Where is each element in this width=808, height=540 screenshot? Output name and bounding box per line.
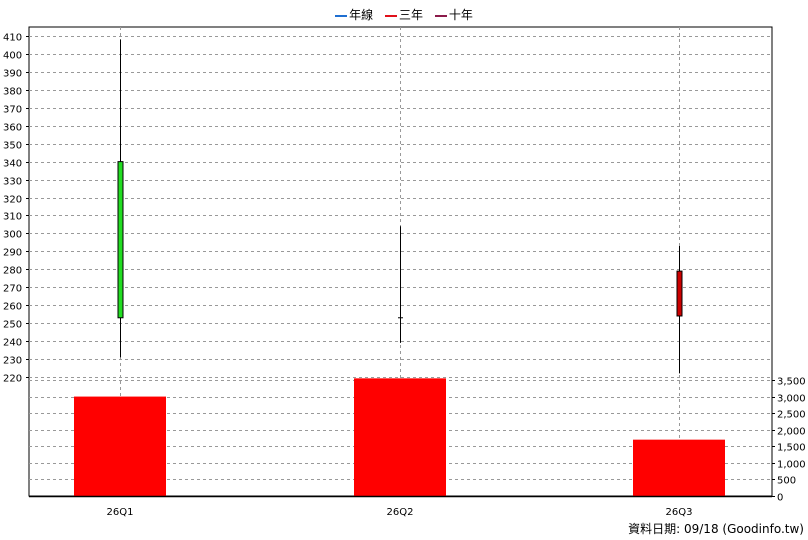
price-tick-label: 220 [3,374,22,385]
volume-bar [354,378,446,496]
volume-bar [633,439,725,496]
category-label: 26Q3 [666,507,693,518]
volume-tick-label: 1,500 [777,443,806,454]
volume-tick-label: 1,000 [777,460,806,471]
volume-tick-label: 3,500 [777,377,806,388]
category-label: 26Q1 [107,507,134,518]
legend-swatch-annual [335,14,348,17]
price-tick-label: 380 [3,87,22,98]
legend-swatch-ten-year [434,14,447,17]
candle-body [117,161,124,319]
legend-label-ten-year: 十年 [448,8,473,22]
legend-swatch-three-year [384,14,397,17]
price-tick-label: 260 [3,302,22,313]
price-tick-label: 360 [3,123,22,134]
candle-body [676,270,683,317]
category-label: 26Q2 [387,507,414,518]
volume-tick-label: 500 [777,476,796,487]
volume-tick-label: 2,500 [777,410,806,421]
price-tick-label: 390 [3,69,22,80]
price-tick-label: 240 [3,338,22,349]
volume-tick-label: 0 [777,493,783,504]
price-tick-label: 230 [3,356,22,367]
price-tick-label: 320 [3,195,22,206]
legend-item-ten-year: 十年 [434,6,473,23]
legend-item-annual: 年線 [335,6,373,23]
price-tick-label: 310 [3,212,22,223]
price-tick-label: 280 [3,266,22,277]
price-tick-label: 370 [3,105,22,116]
legend-item-three-year: 三年 [384,6,423,23]
volume-bar [74,396,166,496]
price-tick-label: 350 [3,141,22,152]
data-date-footer: 資料日期: 09/18 (Goodinfo.tw) [628,522,804,536]
price-tick-label: 410 [3,33,22,44]
price-tick-label: 330 [3,177,22,188]
volume-tick-label: 2,000 [777,427,806,438]
legend: 年線 三年 十年 [0,6,808,23]
price-tick-label: 300 [3,230,22,241]
price-tick-label: 290 [3,248,22,259]
volume-tick-label: 3,000 [777,394,806,405]
legend-label-annual: 年線 [349,8,374,22]
price-tick-label: 340 [3,159,22,170]
price-tick-label: 400 [3,51,22,62]
legend-label-three-year: 三年 [398,8,423,22]
price-tick-label: 250 [3,320,22,331]
price-tick-label: 270 [3,284,22,295]
